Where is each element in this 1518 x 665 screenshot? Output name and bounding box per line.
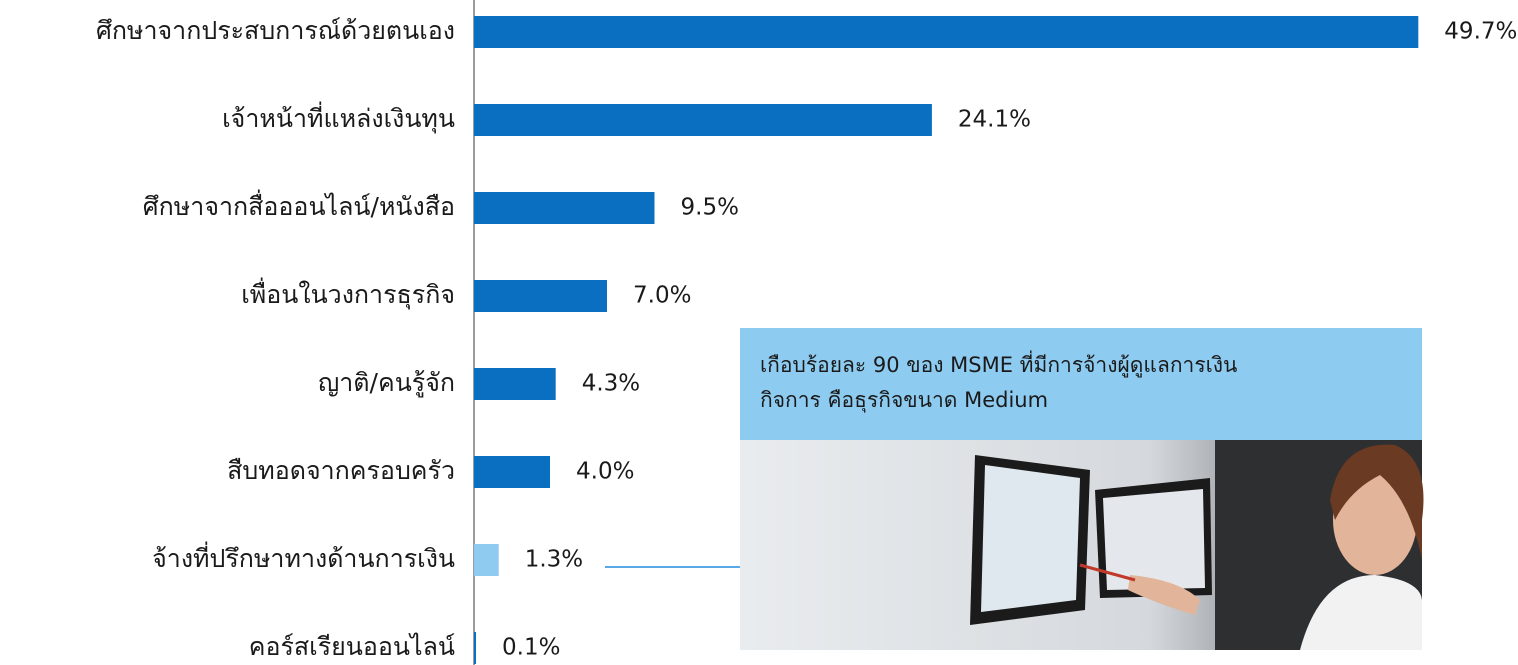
bar [474,456,550,488]
photo [740,440,1423,650]
category-label: ศึกษาจากสื่อออนไลน์/หนังสือ [143,189,455,221]
category-label: ญาติ/คนรู้จัก [318,368,455,398]
category-label: สืบทอดจากครอบครัว [227,456,455,485]
value-label: 4.0% [576,459,634,485]
category-label: จ้างที่ปรึกษาทางด้านการเงิน [152,541,455,573]
value-label: 4.3% [582,371,640,397]
value-label: 49.7% [1444,19,1517,45]
bar [474,104,932,136]
chart: เกือบร้อยละ 90 ของ MSME ที่มีการจ้างผู้ด… [0,0,1518,665]
category-label: คอร์สเรียนออนไลน์ [249,632,456,661]
callout-box [740,328,1422,440]
category-label: ศึกษาจากประสบการณ์ด้วยตนเอง [96,16,455,45]
callout-text: กิจการ คือธุรกิจขนาด Medium [760,388,1048,413]
category-label: เพื่อนในวงการธุรกิจ [241,277,455,310]
page: {"chart_data": { "type": "hbar", "catego… [0,0,1518,665]
callout-text: เกือบร้อยละ 90 ของ MSME ที่มีการจ้างผู้ด… [760,350,1237,378]
bar [474,544,499,576]
callout: เกือบร้อยละ 90 ของ MSME ที่มีการจ้างผู้ด… [740,328,1423,650]
bar [474,280,607,312]
category-label: เจ้าหน้าที่แหล่งเงินทุน [222,101,455,134]
value-label: 0.1% [502,635,560,661]
bar [474,192,655,224]
value-label: 9.5% [681,195,739,221]
bar [474,368,556,400]
bar [474,16,1418,48]
value-label: 7.0% [633,283,691,309]
value-label: 1.3% [525,547,583,573]
bar [474,632,476,664]
value-label: 24.1% [958,107,1031,133]
